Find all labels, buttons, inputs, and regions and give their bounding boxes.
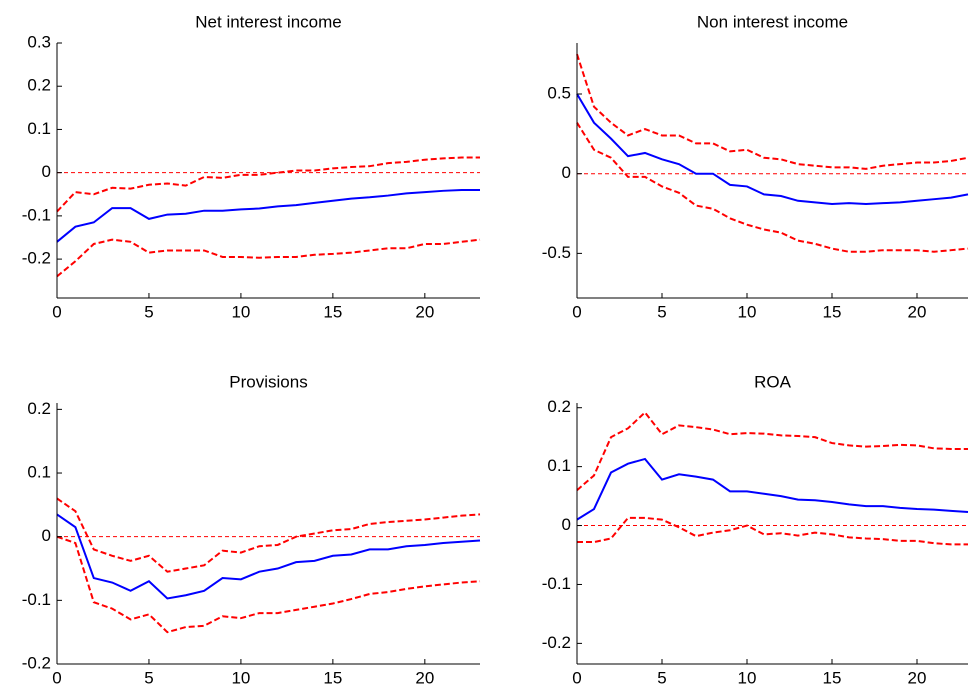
x-tick-label: 5	[144, 302, 153, 321]
y-tick-label: -0.2	[542, 633, 571, 652]
band-line	[56, 535, 481, 634]
x-tick-label: 10	[738, 302, 757, 321]
response-line	[576, 457, 969, 521]
band-line	[576, 410, 968, 491]
chart-title: Non interest income	[697, 12, 848, 31]
x-tick-label: 20	[908, 668, 927, 687]
y-tick-label: 0.2	[27, 399, 51, 418]
y-tick-label: -0.2	[22, 653, 51, 672]
response-line	[576, 93, 969, 205]
response-line	[56, 188, 480, 243]
y-tick-label: 0.1	[27, 119, 51, 138]
x-tick-label: 15	[823, 302, 842, 321]
x-tick-label: 15	[823, 668, 842, 687]
x-tick-label: 0	[52, 302, 61, 321]
y-tick-label: 0	[562, 163, 571, 182]
x-tick-label: 5	[144, 668, 153, 687]
x-tick-label: 15	[323, 302, 342, 321]
y-tick-label: 0	[42, 162, 51, 181]
band-line	[56, 497, 481, 573]
chart-title: ROA	[754, 372, 792, 391]
y-tick-label: -0.1	[542, 574, 571, 593]
chart-title: Net interest income	[195, 12, 341, 31]
x-tick-label: 15	[323, 668, 342, 687]
response-line	[56, 513, 481, 600]
x-tick-label: 10	[738, 668, 757, 687]
band-line	[576, 53, 969, 170]
x-tick-label: 0	[572, 302, 581, 321]
band-line	[577, 516, 968, 546]
y-tick-label: 0.3	[27, 32, 51, 51]
x-tick-label: 5	[657, 668, 666, 687]
y-tick-label: 0.2	[547, 397, 571, 416]
x-tick-label: 20	[415, 668, 434, 687]
y-tick-label: 0	[42, 526, 51, 545]
x-tick-label: 0	[52, 668, 61, 687]
y-tick-label: -0.1	[22, 205, 51, 224]
y-tick-label: -0.2	[22, 249, 51, 268]
y-tick-label: 0.2	[27, 76, 51, 95]
x-tick-label: 10	[231, 668, 250, 687]
chart-title: Provisions	[229, 372, 307, 391]
band-line	[576, 122, 969, 253]
band-line	[56, 156, 480, 213]
x-tick-label: 10	[231, 302, 250, 321]
y-tick-label: -0.1	[22, 590, 51, 609]
x-tick-label: 0	[572, 668, 581, 687]
y-tick-label: 0.1	[547, 456, 571, 475]
x-tick-label: 5	[657, 302, 666, 321]
y-tick-label: 0	[562, 515, 571, 534]
y-tick-label: -0.5	[542, 243, 571, 262]
y-tick-label: 0.5	[547, 83, 571, 102]
x-tick-label: 20	[415, 302, 434, 321]
y-tick-label: 0.1	[27, 463, 51, 482]
band-line	[56, 238, 481, 278]
x-tick-label: 20	[908, 302, 927, 321]
